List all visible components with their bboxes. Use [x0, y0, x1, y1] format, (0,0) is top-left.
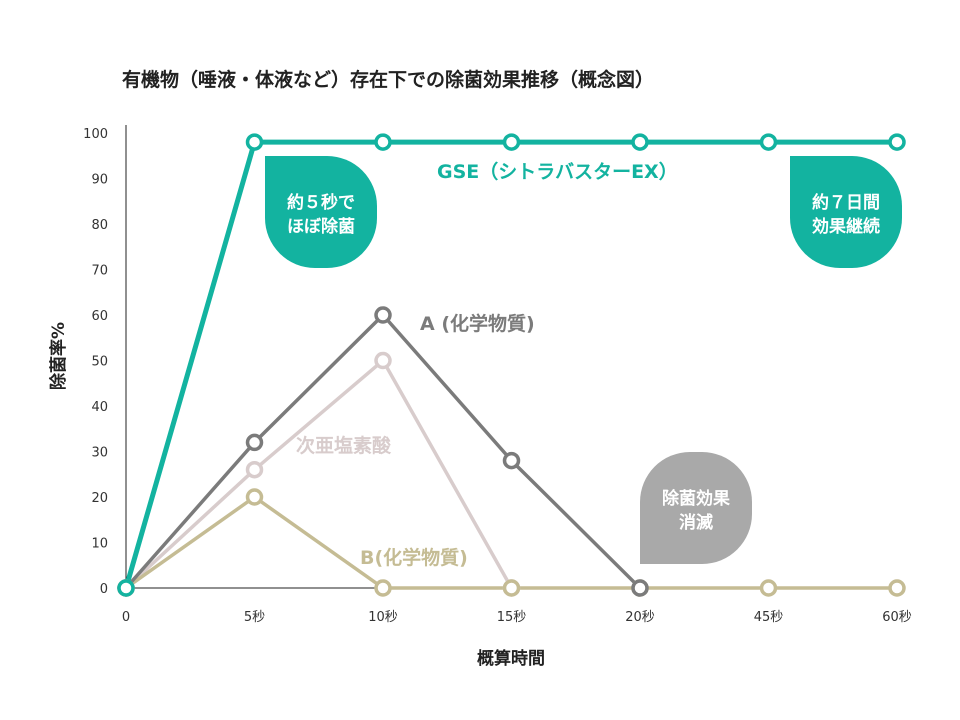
y-tick-labels: 0 10 20 30 40 50 60 70 80 90 100 [83, 127, 108, 597]
data-point [502, 133, 521, 151]
series-points [117, 133, 906, 597]
callout-bubble [640, 452, 752, 564]
callout-text: 除菌効果 [662, 488, 730, 509]
data-point [374, 351, 392, 370]
series-line [124, 495, 897, 590]
callout-text: 約７日間 [812, 192, 880, 213]
y-tick-label: 30 [91, 446, 108, 461]
data-point [502, 579, 521, 597]
y-tick-label: 20 [91, 491, 108, 506]
data-point [117, 579, 135, 597]
series-label-b: B(化学物質) [360, 546, 468, 569]
x-tick-label: 10秒 [368, 610, 398, 625]
y-tick-label: 10 [91, 537, 108, 552]
data-point [245, 488, 264, 506]
data-point [374, 306, 392, 324]
data-point [631, 133, 649, 151]
callout-bubble [265, 156, 377, 268]
callout-text: 約５秒で [287, 192, 355, 213]
series-label-hypochlorous: 次亜塩素酸 [296, 434, 392, 457]
callout-text: 効果継続 [812, 216, 880, 237]
data-point [374, 133, 392, 151]
x-tick-label: 60秒 [882, 610, 912, 625]
series-line [123, 139, 897, 589]
callout-text: 消滅 [679, 512, 713, 533]
y-tick-label: 40 [91, 400, 108, 415]
callout-text: ほぼ除菌 [287, 216, 355, 237]
x-tick-label: 15秒 [497, 610, 527, 625]
x-tick-label: 5秒 [244, 610, 265, 625]
x-tick-label: 20秒 [625, 610, 655, 625]
x-axis-label: 概算時間 [477, 648, 545, 669]
y-tick-label: 50 [91, 355, 108, 370]
data-point [888, 579, 906, 597]
y-tick-label: 100 [83, 127, 108, 142]
series-label-a: A (化学物質) [420, 312, 535, 335]
data-point [759, 579, 778, 597]
data-point [245, 460, 264, 479]
x-tick-label: 45秒 [754, 610, 784, 625]
data-point [759, 133, 778, 151]
y-tick-label: 70 [91, 264, 108, 279]
x-tick-label: 0 [122, 610, 130, 625]
data-point [245, 133, 264, 151]
data-point [374, 579, 392, 597]
callout-bubble [790, 156, 902, 268]
y-tick-label: 60 [91, 309, 108, 324]
series-lines [123, 139, 897, 590]
y-tick-label: 90 [91, 173, 108, 188]
data-point [245, 433, 264, 452]
y-tick-label: 80 [91, 218, 108, 233]
data-point [631, 579, 649, 597]
y-tick-label: 0 [100, 582, 108, 597]
y-axis-label: 除菌率% [48, 322, 69, 390]
x-tick-labels: 0 5秒 10秒 15秒 20秒 45秒 60秒 [122, 610, 912, 625]
series-label-gse: GSE（シトラバスターEX） [437, 160, 678, 183]
series-line [124, 358, 514, 590]
chart-title: 有機物（唾液・体液など）存在下での除菌効果推移（概念図） [122, 68, 654, 91]
data-point [888, 133, 906, 151]
data-point [502, 451, 521, 470]
